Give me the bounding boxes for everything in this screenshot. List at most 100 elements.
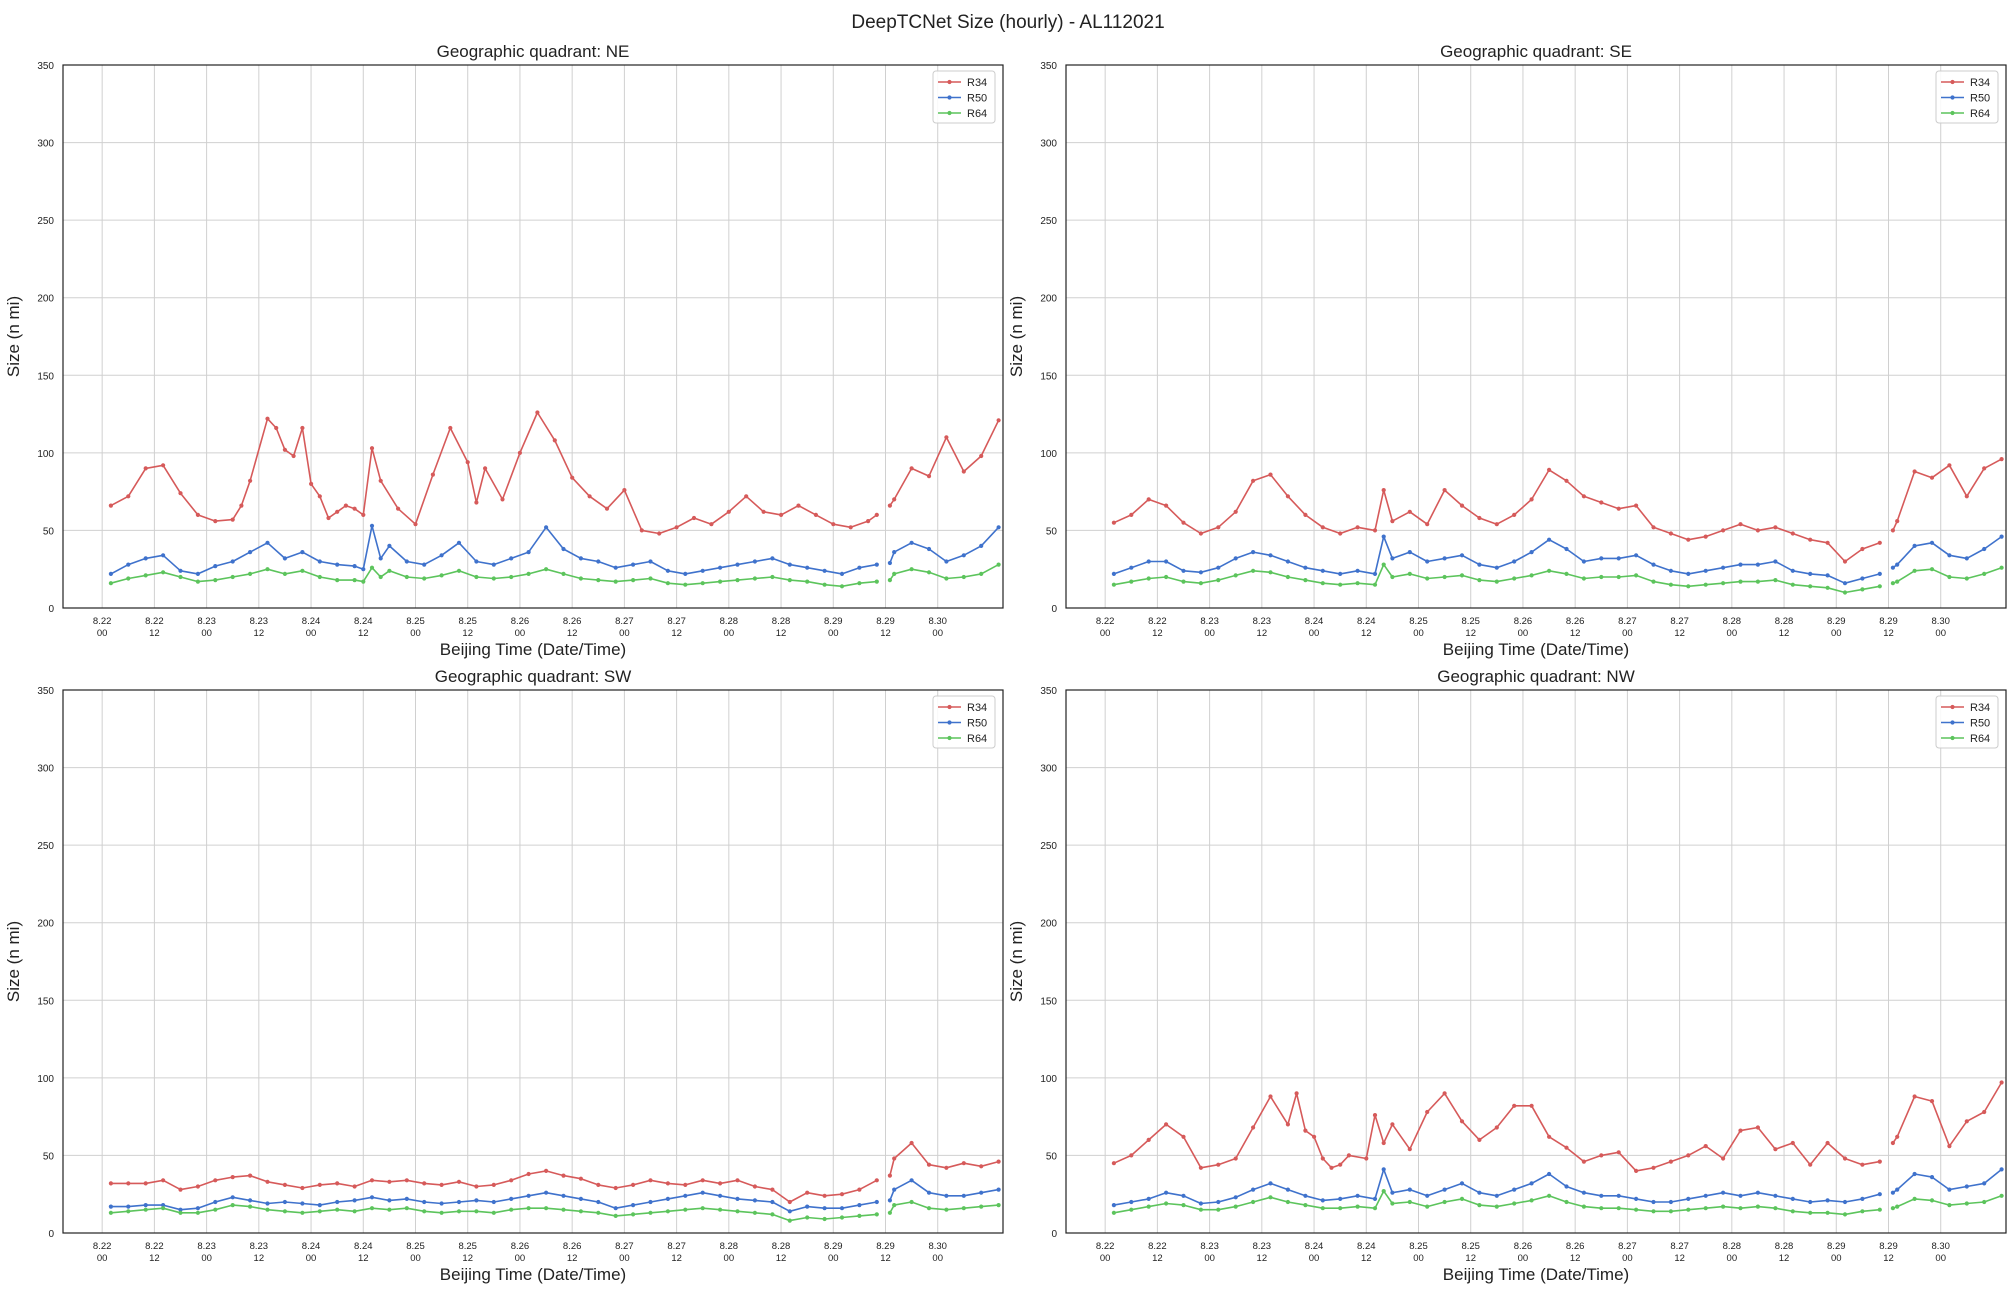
data-point-r50: [1442, 1187, 1447, 1192]
data-point-r50: [404, 1196, 409, 1201]
data-point-r50: [961, 1193, 966, 1198]
x-tick-label-date: 8.25: [1461, 616, 1480, 627]
data-point-r64: [648, 576, 653, 581]
panel-title: Geographic quadrant: SE: [1440, 42, 1632, 61]
x-tick-label-hour: 00: [1100, 628, 1111, 639]
x-tick-label-hour: 12: [1883, 628, 1894, 639]
data-point-r34: [1146, 497, 1151, 502]
data-point-r50: [1668, 1199, 1673, 1205]
data-point-r50: [282, 1199, 287, 1205]
data-point-r50: [1355, 1193, 1360, 1198]
data-point-r34: [491, 1182, 496, 1187]
x-tick-label-hour: 12: [1779, 628, 1790, 639]
data-point-r50: [335, 562, 340, 567]
x-tick-label-date: 8.22: [145, 616, 164, 627]
x-tick-label-date: 8.27: [1670, 1241, 1689, 1252]
x-tick-label-hour: 00: [1935, 628, 1946, 639]
data-point-r34: [1634, 503, 1639, 508]
data-point-r64: [1285, 1199, 1290, 1205]
x-tick-label-date: 8.28: [1775, 616, 1794, 627]
data-point-r64: [1842, 1212, 1848, 1217]
x-tick-label-date: 8.27: [615, 616, 634, 627]
data-point-r34: [604, 506, 610, 511]
data-point-r50: [161, 1203, 166, 1208]
data-point-r64: [1198, 581, 1203, 586]
data-point-r64: [944, 1207, 949, 1212]
y-tick-label: 0: [1051, 604, 1057, 615]
x-tick-label-hour: 12: [1570, 628, 1581, 639]
data-point-r34: [335, 509, 340, 514]
data-point-r64: [1303, 578, 1308, 583]
data-point-r64: [1442, 1199, 1447, 1205]
data-point-r64: [1564, 1199, 1569, 1205]
x-tick-label-date: 8.25: [1409, 1241, 1428, 1252]
x-axis-label: Beijing Time (Date/Time): [1443, 640, 1629, 659]
data-point-r34: [1146, 1137, 1151, 1142]
data-point-r64: [126, 1209, 131, 1214]
data-point-r64: [1703, 1206, 1708, 1211]
data-point-r34: [1320, 525, 1325, 530]
series-line-r64: [889, 1201, 999, 1214]
x-tick-label-hour: 12: [1570, 1253, 1581, 1264]
data-point-r64: [300, 1210, 305, 1215]
data-point-r50: [1947, 553, 1952, 558]
data-point-r34: [1129, 512, 1134, 518]
data-point-r64: [596, 578, 601, 583]
x-tick-label-date: 8.27: [667, 1241, 686, 1252]
y-tick-label: 0: [48, 604, 54, 615]
data-point-r64: [404, 1206, 409, 1211]
panel-title: Geographic quadrant: NE: [437, 42, 630, 61]
data-point-r50: [1251, 550, 1256, 555]
data-point-r34: [1164, 503, 1169, 508]
data-point-r64: [1111, 582, 1116, 587]
data-point-r50: [1982, 1181, 1987, 1186]
data-point-r34: [1303, 1128, 1308, 1133]
data-point-r64: [839, 584, 845, 589]
data-point-r34: [1929, 475, 1935, 480]
data-point-r64: [544, 1206, 549, 1211]
data-point-r34: [1129, 1153, 1134, 1158]
data-point-r50: [1895, 1187, 1900, 1192]
x-tick-label-date: 8.28: [1775, 1241, 1794, 1252]
data-point-r34: [1216, 1162, 1221, 1167]
data-point-r50: [1877, 571, 1882, 577]
data-point-r34: [1390, 519, 1395, 524]
data-point-r50: [822, 1206, 827, 1211]
data-point-r50: [230, 1195, 235, 1200]
data-point-r50: [248, 1198, 253, 1203]
data-point-r34: [657, 531, 662, 536]
data-point-r64: [1407, 1199, 1412, 1205]
data-point-r50: [1947, 1187, 1952, 1192]
data-point-r50: [1616, 556, 1621, 561]
data-point-r50: [1407, 1187, 1412, 1192]
data-point-r34: [361, 512, 366, 518]
x-tick-label-hour: 00: [1413, 1253, 1424, 1264]
x-tick-label-hour: 12: [358, 628, 369, 639]
series-line-r34: [1892, 1082, 2003, 1147]
data-point-r50: [544, 525, 549, 530]
data-point-r50: [805, 565, 810, 570]
legend-marker-r50: [947, 720, 952, 725]
data-point-r50: [361, 567, 366, 572]
data-point-r64: [282, 571, 287, 577]
data-point-r64: [683, 582, 688, 587]
x-tick-label-date: 8.23: [250, 1241, 269, 1252]
data-point-r34: [1285, 494, 1290, 499]
data-point-r64: [335, 578, 340, 583]
data-point-r64: [1320, 581, 1325, 586]
data-point-r64: [683, 1207, 688, 1212]
data-point-r34: [1877, 1159, 1882, 1164]
data-point-r64: [735, 1209, 740, 1214]
data-point-r64: [561, 1207, 566, 1212]
data-point-r64: [1912, 568, 1917, 573]
x-tick-label-hour: 00: [97, 1253, 108, 1264]
legend-label-r50: R50: [1970, 93, 1990, 105]
data-point-r64: [526, 571, 531, 577]
data-point-r34: [744, 494, 749, 499]
data-point-r34: [726, 509, 731, 514]
data-point-r50: [996, 525, 1001, 530]
x-tick-label-hour: 00: [828, 628, 839, 639]
plot-frame: [1065, 64, 2007, 609]
data-point-r34: [1616, 506, 1621, 511]
data-point-r50: [718, 1193, 723, 1198]
